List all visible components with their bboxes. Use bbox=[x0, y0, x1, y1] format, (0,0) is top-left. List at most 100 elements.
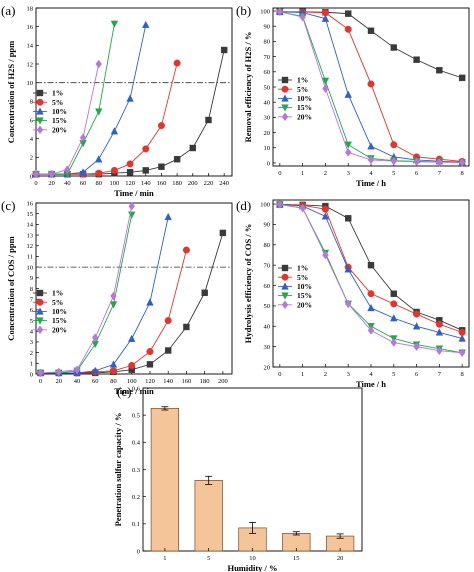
data-point-10pct bbox=[142, 20, 150, 28]
y-tick-label: 11 bbox=[27, 254, 33, 261]
legend-marker bbox=[36, 125, 44, 135]
data-point-10pct bbox=[390, 314, 398, 322]
data-point-1pct bbox=[173, 155, 181, 163]
y-tick-label: 100 bbox=[260, 8, 270, 15]
legend-label: 15% bbox=[52, 316, 67, 325]
data-point-10pct bbox=[344, 265, 352, 273]
x-tick-label: 4 bbox=[369, 371, 373, 378]
data-point-10pct bbox=[435, 328, 444, 336]
legend-marker bbox=[36, 298, 44, 306]
x-axis-title: Time / min bbox=[114, 386, 154, 396]
y-tick-label: 5 bbox=[30, 318, 33, 325]
data-point-1pct bbox=[158, 163, 165, 170]
data-point-1pct bbox=[142, 167, 149, 174]
data-point-10pct bbox=[164, 212, 172, 221]
y-axis-title: Concentration of COS / ppm bbox=[6, 236, 16, 340]
data-point-1pct bbox=[390, 44, 397, 51]
legend-marker bbox=[281, 292, 289, 300]
x-tick-label: 220 bbox=[204, 180, 214, 187]
legend-label: 20% bbox=[52, 325, 67, 334]
plot-frame bbox=[35, 7, 233, 177]
data-point-20pct bbox=[390, 338, 398, 347]
x-tick-label: 200 bbox=[218, 378, 228, 385]
panel-letter: (c) bbox=[1, 198, 15, 213]
panel-letter: (e) bbox=[117, 384, 131, 399]
legend-marker bbox=[36, 289, 44, 297]
data-point-20pct bbox=[92, 333, 99, 342]
y-tick-label: 20 bbox=[264, 364, 271, 371]
x-tick-label: 160 bbox=[157, 180, 167, 187]
x-axis-title: Time / h bbox=[356, 379, 386, 389]
x-tick-label: 60 bbox=[92, 378, 99, 385]
data-point-20pct bbox=[110, 291, 117, 301]
data-point-1pct bbox=[183, 323, 190, 331]
data-point-20pct bbox=[322, 250, 329, 260]
x-tick-label: 0 bbox=[39, 378, 42, 385]
y-tick-label: 10 bbox=[27, 80, 34, 87]
y-tick-label: 16 bbox=[27, 200, 34, 207]
data-point-20pct bbox=[79, 133, 87, 143]
x-tick-label: 180 bbox=[200, 378, 210, 385]
data-point-1pct bbox=[164, 347, 172, 354]
data-point-20pct bbox=[344, 299, 352, 309]
data-point-5pct bbox=[390, 141, 398, 149]
data-point-20pct bbox=[413, 342, 420, 351]
y-tick-label: 6 bbox=[30, 117, 34, 124]
data-point-1pct bbox=[201, 289, 208, 296]
data-point-10pct bbox=[458, 334, 466, 342]
x-tick-label: 80 bbox=[110, 378, 117, 385]
y-tick-label: 4 bbox=[30, 329, 34, 336]
y-tick-label: 40 bbox=[264, 324, 271, 331]
legend-marker bbox=[281, 104, 289, 112]
data-point-5pct bbox=[367, 290, 375, 298]
y-tick-label: 8 bbox=[30, 286, 33, 293]
legend-label: 20% bbox=[297, 112, 312, 121]
data-point-5pct bbox=[109, 367, 117, 375]
data-point-5pct bbox=[344, 25, 352, 33]
data-point-1pct bbox=[345, 10, 352, 17]
data-point-5pct bbox=[413, 310, 421, 318]
x-tick-label: 140 bbox=[141, 180, 151, 187]
legend-marker bbox=[281, 264, 289, 272]
x-tick-label: 40 bbox=[74, 378, 81, 385]
legend-label: 10% bbox=[297, 94, 312, 103]
y-tick-label: 12 bbox=[27, 61, 34, 68]
data-point-5pct bbox=[182, 246, 190, 254]
data-point-20pct bbox=[436, 346, 443, 356]
data-point-1pct bbox=[345, 215, 352, 222]
data-point-20pct bbox=[73, 365, 81, 375]
y-tick-label: 0.6 bbox=[132, 385, 141, 392]
data-point-10pct bbox=[321, 14, 330, 22]
data-point-20pct bbox=[64, 165, 71, 174]
y-tick-label: 18 bbox=[27, 5, 34, 12]
data-point-5pct bbox=[173, 59, 181, 67]
x-tick-label: 100 bbox=[110, 180, 120, 187]
y-tick-label: 60 bbox=[264, 69, 271, 76]
legend-marker bbox=[281, 76, 289, 84]
x-tick-label: 160 bbox=[182, 378, 192, 385]
legend-marker bbox=[36, 89, 44, 97]
x-tick-label: 7 bbox=[438, 371, 442, 378]
legend-label: 1% bbox=[297, 76, 308, 85]
y-tick-label: 2 bbox=[30, 350, 33, 357]
data-point-20pct bbox=[299, 12, 306, 22]
y-tick-label: 0.2 bbox=[132, 494, 140, 501]
data-point-10pct bbox=[91, 366, 99, 374]
x-tick-label: 180 bbox=[172, 180, 182, 187]
y-tick-label: 90 bbox=[264, 24, 271, 31]
legend-marker bbox=[36, 98, 44, 106]
x-tick-label: 200 bbox=[188, 180, 198, 187]
x-tick-label: 2 bbox=[324, 371, 327, 378]
data-point-10pct bbox=[109, 360, 118, 368]
panel-letter: (a) bbox=[1, 3, 15, 18]
data-point-1pct bbox=[189, 144, 197, 152]
legend-marker bbox=[281, 300, 289, 310]
x-tick-label: 3 bbox=[347, 371, 350, 378]
legend-label: 20% bbox=[297, 300, 312, 309]
y-tick-label: 1 bbox=[30, 361, 33, 368]
x-tick-label: 140 bbox=[163, 378, 173, 385]
y-tick-label: 100 bbox=[260, 201, 270, 208]
x-tick-label: 8 bbox=[461, 371, 464, 378]
